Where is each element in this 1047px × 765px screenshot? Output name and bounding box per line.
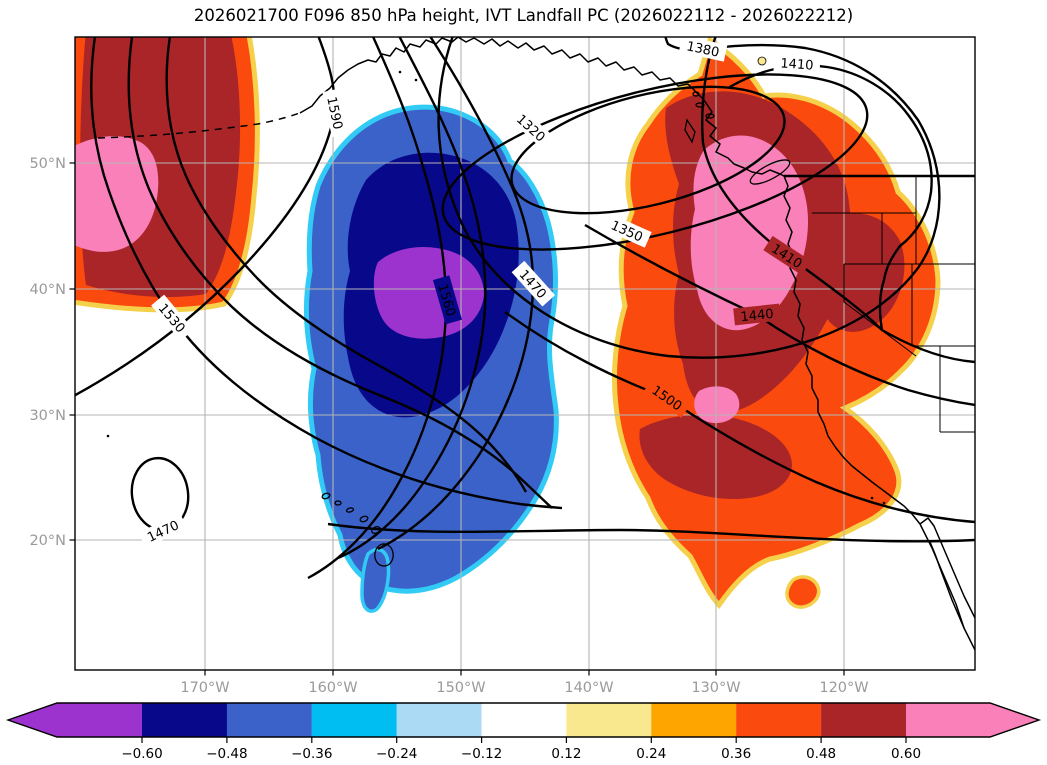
contour-1320	[510, 85, 786, 215]
colorbar-cell-8	[736, 703, 822, 737]
gulf-of-california-coastline	[919, 517, 975, 619]
baja-east-coastline	[929, 541, 965, 629]
lat-label-40n: 40°N	[29, 282, 66, 298]
colorbar-cell-7	[651, 703, 737, 737]
colorbar-right-arrow	[990, 703, 1039, 737]
small-positive-fragment	[757, 56, 767, 66]
contour-label-1380: 1380	[685, 39, 720, 61]
cb-tick-1: −0.48	[206, 746, 247, 762]
shaded-anomaly-fills	[75, 37, 941, 613]
contour-west-3	[165, 37, 528, 493]
colorbar: −0.60 −0.48 −0.36 −0.24 −0.12 0.12 0.24 …	[5, 702, 1042, 762]
contour-1410-north	[727, 64, 933, 331]
small-island-dot-2	[398, 70, 402, 74]
east-positive-detached-blob	[785, 575, 821, 609]
contour-bottom-long	[327, 522, 975, 543]
lat-label-20n: 20°N	[29, 533, 66, 549]
lon-label-160w: 160°W	[308, 680, 357, 696]
contour-label-1440: 1440	[740, 307, 774, 325]
colorbar-tick-labels: −0.60 −0.48 −0.36 −0.24 −0.12 0.12 0.24 …	[121, 746, 921, 762]
cb-tick-8: 0.48	[806, 746, 836, 762]
hawaiian-islands	[321, 492, 394, 567]
alaska-coastline	[299, 37, 705, 114]
cb-tick-0: −0.60	[121, 746, 162, 762]
axis-ticks	[69, 162, 845, 676]
lon-label-170w: 170°W	[180, 680, 229, 696]
cb-tick-9: 0.60	[891, 746, 921, 762]
small-island-dot-3	[414, 78, 418, 82]
colorbar-cell-1	[142, 703, 227, 737]
lat-label-50n: 50°N	[29, 156, 66, 172]
latitude-axis-labels: 50°N 40°N 30°N 20°N	[29, 156, 66, 549]
colorbar-ticks	[141, 737, 907, 743]
chart-title: 2026021700 F096 850 hPa height, IVT Land…	[193, 6, 854, 25]
east-positive-core-small	[694, 386, 740, 424]
cb-tick-5: 0.12	[551, 746, 581, 762]
negative-anomaly-tail	[360, 547, 391, 613]
colorbar-cell-3	[311, 703, 397, 737]
aleutian-islands	[97, 111, 303, 139]
cb-tick-3: −0.24	[376, 746, 417, 762]
lon-label-140w: 140°W	[564, 680, 613, 696]
colorbar-cell-2	[226, 703, 312, 737]
west-positive-anomaly-core	[75, 136, 159, 252]
contour-west-1	[90, 37, 563, 510]
vancouver-island	[749, 159, 791, 185]
cb-tick-2: −0.36	[291, 746, 332, 762]
contour-1500-east	[504, 311, 975, 524]
state-borders	[812, 176, 975, 433]
lon-label-130w: 130°W	[691, 680, 740, 696]
coastlines	[97, 37, 975, 651]
map-area: 1380 1410 1320 1590 1350	[75, 37, 975, 670]
contour-1440-east	[584, 223, 975, 407]
colorbar-outline	[5, 702, 1042, 738]
channel-islands-dot-2	[882, 501, 886, 505]
cb-tick-4: −0.12	[461, 746, 502, 762]
colorbar-cell-10	[906, 703, 990, 737]
cb-tick-7: 0.36	[721, 746, 751, 762]
alexander-archipelago-2	[705, 113, 715, 119]
gridlines	[75, 37, 975, 670]
longitude-axis-labels: 170°W 160°W 150°W 140°W 130°W 120°W	[180, 680, 868, 696]
colorbar-cell-4	[396, 703, 482, 737]
alexander-archipelago-3	[692, 91, 700, 97]
colorbar-left-arrow	[8, 703, 57, 737]
lon-label-150w: 150°W	[436, 680, 485, 696]
small-island-dot-1	[106, 434, 110, 438]
colorbar-cell-9	[821, 703, 907, 737]
contour-1530-fan	[337, 37, 487, 560]
colorbar-cell-5	[481, 703, 567, 737]
colorbar-cell-6	[566, 703, 652, 737]
alexander-archipelago-1	[695, 102, 705, 108]
channel-islands-dot-1	[870, 496, 874, 500]
colorbar-cell-0	[57, 703, 142, 737]
map-frame	[74, 36, 976, 671]
haida-gwaii-island	[684, 118, 696, 144]
contour-label-1410-top: 1410	[780, 56, 814, 73]
lon-label-120w: 120°W	[819, 680, 868, 696]
contour-label-1590: 1590	[323, 95, 345, 130]
cb-tick-6: 0.24	[636, 746, 666, 762]
lat-label-30n: 30°N	[29, 408, 66, 424]
central-negative-anomaly-core	[373, 246, 484, 339]
